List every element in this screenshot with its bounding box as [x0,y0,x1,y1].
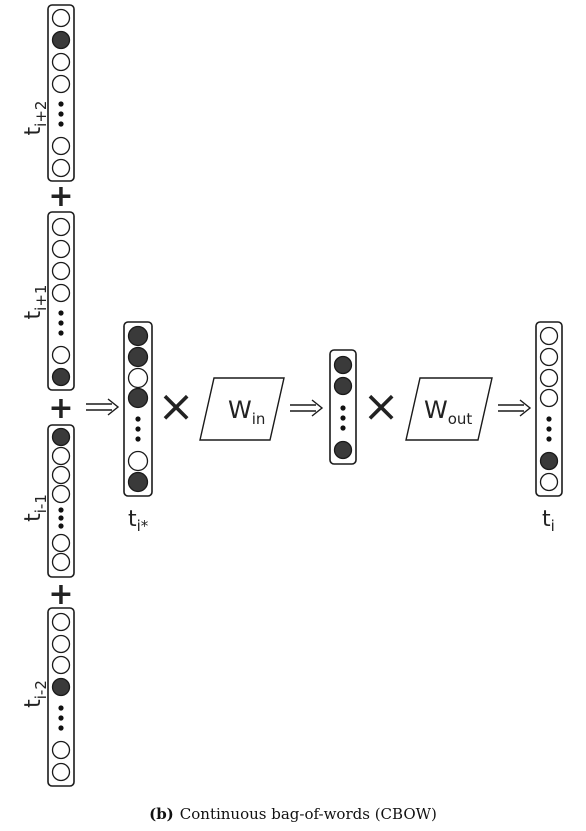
inactive-unit [51,239,71,259]
inactive-unit [51,533,71,553]
inactive-unit [51,283,71,303]
active-unit [51,367,71,387]
inactive-unit [51,655,71,675]
times-sign-1: × [158,381,195,432]
active-unit [127,471,149,493]
inactive-unit [539,388,559,408]
ellipsis-dot [58,705,64,711]
plus-sign-3: + [48,577,73,612]
active-unit [51,677,71,697]
vector-frame [535,321,563,497]
label-t-i-output: ti [542,507,555,535]
inactive-unit [51,484,71,504]
inactive-unit [51,762,71,782]
inactive-unit [51,8,71,28]
active-unit [51,427,71,447]
w-out-label: Wout [424,396,472,428]
ellipsis-dot [58,111,64,117]
label-t-i-plus-1: ti+1 [21,285,50,320]
inactive-unit [51,261,71,281]
w-in-label: Win [228,396,265,428]
label-t-i-minus-2: ti-2 [21,680,50,708]
plus-sign-1: + [48,179,73,214]
active-unit [127,387,149,409]
active-unit [333,440,353,460]
inactive-unit [51,158,71,178]
inactive-unit [539,326,559,346]
ellipsis-dot [135,416,141,422]
vector-t-i-star [123,321,153,497]
active-unit [333,376,353,396]
vector-t-i-output [535,321,563,497]
ellipsis-dot [340,415,346,421]
active-unit [539,451,559,471]
ellipsis-dot [58,330,64,336]
figure-caption: (b) Continuous bag-of-words (CBOW) [149,805,437,823]
inactive-unit [51,740,71,760]
active-unit [51,30,71,50]
times-sign-2: × [363,381,400,432]
inactive-unit [539,347,559,367]
inactive-unit [51,217,71,237]
ellipsis-dot [58,310,64,316]
ellipsis-dot [58,715,64,721]
w-out-matrix: Wout [405,377,493,441]
vector-frame [47,607,75,787]
inactive-unit [51,634,71,654]
arrow-inputs-to-sum [86,398,120,416]
plus-sign-2: + [48,391,73,426]
arrow-w-out-to-output [498,399,532,417]
inactive-unit [51,612,71,632]
active-unit [127,325,149,347]
w-in-matrix: Win [199,377,285,441]
vector-t-i-plus-1 [47,211,75,391]
ellipsis-dot [546,426,552,432]
inactive-unit [539,368,559,388]
inactive-unit [51,136,71,156]
ellipsis-dot [58,523,64,529]
vector-frame [123,321,153,497]
inactive-unit [51,345,71,365]
ellipsis-dot [135,436,141,442]
ellipsis-dot [546,436,552,442]
ellipsis-dot [58,121,64,127]
active-unit [333,355,353,375]
label-t-i-minus-1: ti-1 [21,494,50,522]
ellipsis-dot [135,426,141,432]
inactive-unit [51,446,71,466]
ellipsis-dot [58,725,64,731]
vector-t-i-minus-2 [47,607,75,787]
vector-t-i-minus-1 [47,424,75,578]
inactive-unit [127,450,149,472]
ellipsis-dot [546,416,552,422]
label-t-i-plus-2: ti+2 [21,101,50,136]
vector-t-i-plus-2 [47,4,75,182]
inactive-unit [51,74,71,94]
arrow-w-in-to-hidden [290,399,324,417]
inactive-unit [51,552,71,572]
label-t-i-star: ti* [128,507,149,535]
ellipsis-dot [58,507,64,513]
ellipsis-dot [340,425,346,431]
active-unit [127,346,149,368]
ellipsis-dot [58,320,64,326]
inactive-unit [539,472,559,492]
ellipsis-dot [58,515,64,521]
ellipsis-dot [340,405,346,411]
ellipsis-dot [58,101,64,107]
inactive-unit [127,367,149,389]
vector-hidden [329,349,357,465]
inactive-unit [51,465,71,485]
inactive-unit [51,52,71,72]
